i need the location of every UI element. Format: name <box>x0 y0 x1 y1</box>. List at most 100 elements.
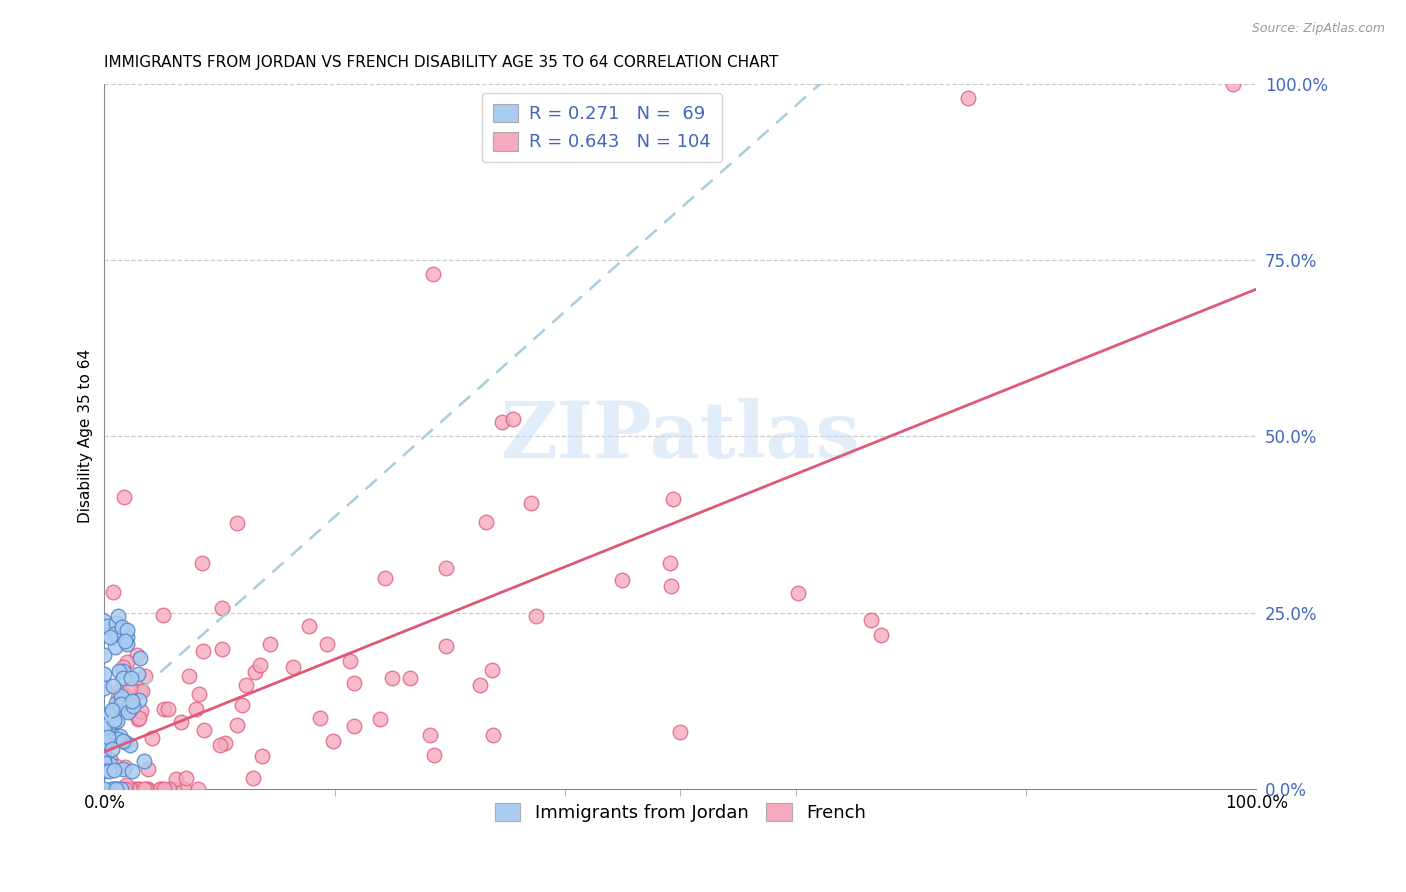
Point <box>111 734 134 748</box>
Point <box>870 628 893 642</box>
Point <box>104 781 127 796</box>
Point <box>434 561 457 575</box>
Point <box>309 711 332 725</box>
Point <box>422 267 444 281</box>
Point <box>339 654 361 668</box>
Point <box>111 762 134 776</box>
Point <box>114 735 136 749</box>
Point <box>105 696 128 710</box>
Point <box>859 613 882 627</box>
Point <box>112 490 135 504</box>
Point <box>470 678 492 692</box>
Point <box>120 671 142 685</box>
Point <box>298 619 321 633</box>
Point <box>128 692 150 706</box>
Point <box>118 697 141 711</box>
Point <box>93 666 115 681</box>
Point <box>422 747 444 762</box>
Point <box>173 781 195 796</box>
Point <box>127 712 149 726</box>
Point <box>105 714 128 729</box>
Point <box>165 772 187 786</box>
Point <box>117 705 139 719</box>
Point <box>132 781 155 796</box>
Point <box>153 781 176 796</box>
Point <box>93 614 115 628</box>
Point <box>108 665 131 679</box>
Point <box>104 781 127 796</box>
Point <box>475 515 498 529</box>
Point <box>524 609 547 624</box>
Point <box>188 687 211 701</box>
Point <box>612 573 634 587</box>
Point <box>163 781 186 796</box>
Point <box>243 665 266 679</box>
Point <box>235 678 257 692</box>
Point <box>118 739 141 753</box>
Point <box>250 749 273 764</box>
Point <box>94 707 117 722</box>
Point <box>502 411 524 425</box>
Point <box>208 738 231 752</box>
Point <box>368 712 391 726</box>
Point <box>131 684 153 698</box>
Point <box>108 683 131 698</box>
Point <box>381 671 404 685</box>
Point <box>659 556 682 570</box>
Point <box>242 771 264 785</box>
Point <box>191 644 214 658</box>
Point <box>186 702 208 716</box>
Point <box>174 771 197 785</box>
Point <box>93 648 115 662</box>
Point <box>129 684 152 698</box>
Point <box>96 618 118 632</box>
Point <box>152 607 174 622</box>
Point <box>211 601 233 615</box>
Point <box>157 781 180 796</box>
Point <box>170 714 193 729</box>
Point <box>115 655 138 669</box>
Point <box>114 699 136 714</box>
Point <box>93 741 115 756</box>
Point <box>97 764 120 778</box>
Point <box>121 781 143 796</box>
Point <box>374 571 396 585</box>
Point <box>481 663 503 677</box>
Point <box>281 659 304 673</box>
Point <box>231 698 253 712</box>
Point <box>128 711 150 725</box>
Point <box>191 556 214 570</box>
Point <box>115 778 138 792</box>
Point <box>259 637 281 651</box>
Point <box>103 627 125 641</box>
Point <box>97 730 120 744</box>
Point <box>121 693 143 707</box>
Point <box>100 728 122 742</box>
Point <box>177 669 200 683</box>
Point <box>93 759 115 773</box>
Point <box>93 764 115 778</box>
Point <box>491 415 513 429</box>
Point <box>136 781 159 796</box>
Point <box>659 579 682 593</box>
Point <box>103 585 125 599</box>
Point <box>117 624 139 638</box>
Point <box>128 781 150 796</box>
Point <box>127 667 149 681</box>
Point <box>98 752 121 766</box>
Point <box>1222 77 1244 91</box>
Point <box>103 713 125 727</box>
Point <box>129 704 152 718</box>
Point <box>93 681 115 695</box>
Point <box>114 781 136 796</box>
Point <box>249 657 271 672</box>
Point <box>787 586 810 600</box>
Point <box>107 690 129 705</box>
Point <box>121 764 143 779</box>
Point <box>107 781 129 796</box>
Point <box>193 723 215 738</box>
Point <box>98 731 121 745</box>
Point <box>226 516 249 530</box>
Point <box>118 702 141 716</box>
Point <box>149 781 172 796</box>
